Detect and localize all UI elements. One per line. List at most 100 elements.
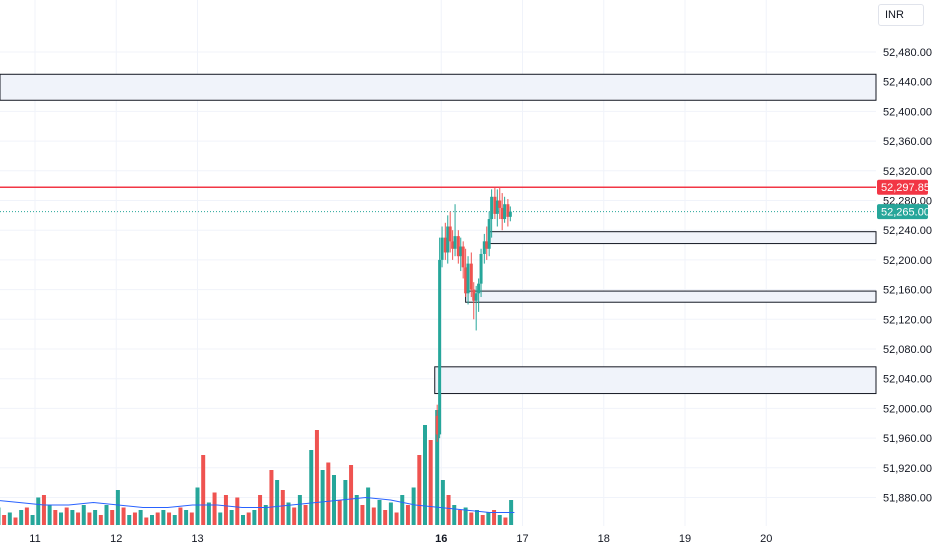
volume-bar [161, 510, 166, 525]
time-axis[interactable] [0, 527, 876, 550]
volume-bar [497, 515, 502, 525]
price-tick-label: 51,880.00 [883, 493, 932, 505]
volume-bar [144, 517, 149, 525]
candle-body[interactable] [448, 226, 452, 242]
price-tick-label: 52,040.00 [883, 374, 932, 386]
volume-bar [326, 462, 331, 525]
volume-bar [292, 507, 297, 525]
candle-body[interactable] [506, 204, 510, 217]
time-tick-label: 13 [191, 533, 203, 545]
volume-bar [246, 512, 251, 525]
volume-bar [87, 512, 92, 525]
volume-bar [400, 495, 405, 525]
time-tick-label: 16 [435, 533, 447, 545]
volume-bar [30, 515, 35, 525]
time-tick-label: 18 [598, 533, 610, 545]
volume-bar [286, 502, 291, 525]
volume-bar [263, 505, 268, 525]
volume-bar [349, 465, 354, 525]
volume-bar [354, 495, 359, 525]
volume-bar [241, 515, 245, 525]
volume-bar [218, 512, 223, 525]
price-tick-label: 52,200.00 [883, 255, 932, 267]
candle-body[interactable] [459, 246, 463, 257]
volume-bar [7, 512, 12, 525]
volume-bar [463, 507, 468, 525]
volume-bar [440, 480, 445, 525]
volume-bar [189, 512, 194, 525]
volume-bar [394, 512, 399, 525]
candle-body[interactable] [508, 211, 512, 217]
candle-body[interactable] [451, 241, 455, 249]
time-tick-label: 12 [110, 533, 122, 545]
supply-demand-zone[interactable] [489, 231, 877, 245]
candle-body[interactable] [453, 236, 457, 249]
volume-bar [366, 487, 371, 525]
volume-bar [223, 495, 228, 525]
candle-body[interactable] [500, 207, 504, 220]
candle-body[interactable] [477, 283, 481, 294]
volume-bar [371, 507, 376, 525]
candle-body[interactable] [493, 196, 497, 214]
volume-bar [201, 455, 206, 525]
time-tick-label: 20 [760, 533, 772, 545]
volume-bar [64, 507, 69, 525]
volume-bar [269, 470, 274, 525]
volume-bar [127, 515, 132, 525]
candle-body[interactable] [466, 263, 470, 294]
candle-body[interactable] [503, 204, 507, 220]
price-tick-label: 52,160.00 [883, 285, 932, 297]
volume-bar [252, 510, 257, 525]
candle-body[interactable] [490, 196, 494, 220]
price-tick-label: 52,080.00 [883, 344, 932, 356]
candle-body[interactable] [472, 289, 476, 301]
volume-bar [503, 517, 508, 525]
candle-body[interactable] [464, 267, 468, 294]
volume-bar [36, 497, 41, 525]
candle-body[interactable] [485, 241, 489, 249]
volume-bar [132, 512, 137, 525]
volume-bar [53, 510, 58, 525]
price-tick-label: 51,960.00 [883, 433, 932, 445]
volume-bar [24, 507, 29, 525]
candle-body[interactable] [482, 241, 486, 254]
price-tick-label: 51,920.00 [883, 463, 932, 475]
volume-bar [150, 515, 154, 525]
volume-bar [297, 495, 302, 525]
candle-body[interactable] [461, 246, 465, 268]
supply-demand-zone[interactable] [434, 366, 877, 395]
candle-body[interactable] [435, 415, 439, 435]
supply-demand-zone[interactable] [465, 290, 877, 303]
volume-bar [93, 510, 98, 525]
volume-bar [13, 517, 18, 525]
price-axis[interactable] [877, 0, 932, 550]
volume-bar [486, 512, 491, 525]
volume-bar [258, 495, 263, 525]
volume-bar [417, 455, 422, 525]
price-tag-label: 52,297.85 [881, 182, 930, 194]
volume-bar [360, 505, 365, 525]
candle-body[interactable] [443, 237, 447, 253]
currency-selector[interactable]: INR [878, 4, 924, 26]
candle-body[interactable] [487, 219, 491, 249]
supply-demand-zone[interactable] [0, 73, 877, 101]
candle-body[interactable] [469, 263, 473, 290]
candle-body[interactable] [498, 200, 502, 208]
price-tick-label: 52,320.00 [883, 166, 932, 178]
candle-body[interactable] [495, 200, 499, 214]
candle-body[interactable] [474, 293, 478, 301]
candle-body[interactable] [456, 236, 460, 257]
price-tick-label: 52,120.00 [883, 314, 932, 326]
candle-body[interactable] [479, 253, 483, 284]
volume-bar [81, 505, 86, 525]
volume-bar [195, 487, 200, 525]
candle-body[interactable] [446, 226, 450, 253]
price-tick-label: 52,360.00 [883, 136, 932, 148]
volume-bar [343, 480, 348, 525]
volume-bar [155, 512, 160, 525]
volume-bar [492, 510, 497, 525]
candle-body[interactable] [438, 259, 442, 435]
candle-body[interactable] [440, 237, 444, 260]
